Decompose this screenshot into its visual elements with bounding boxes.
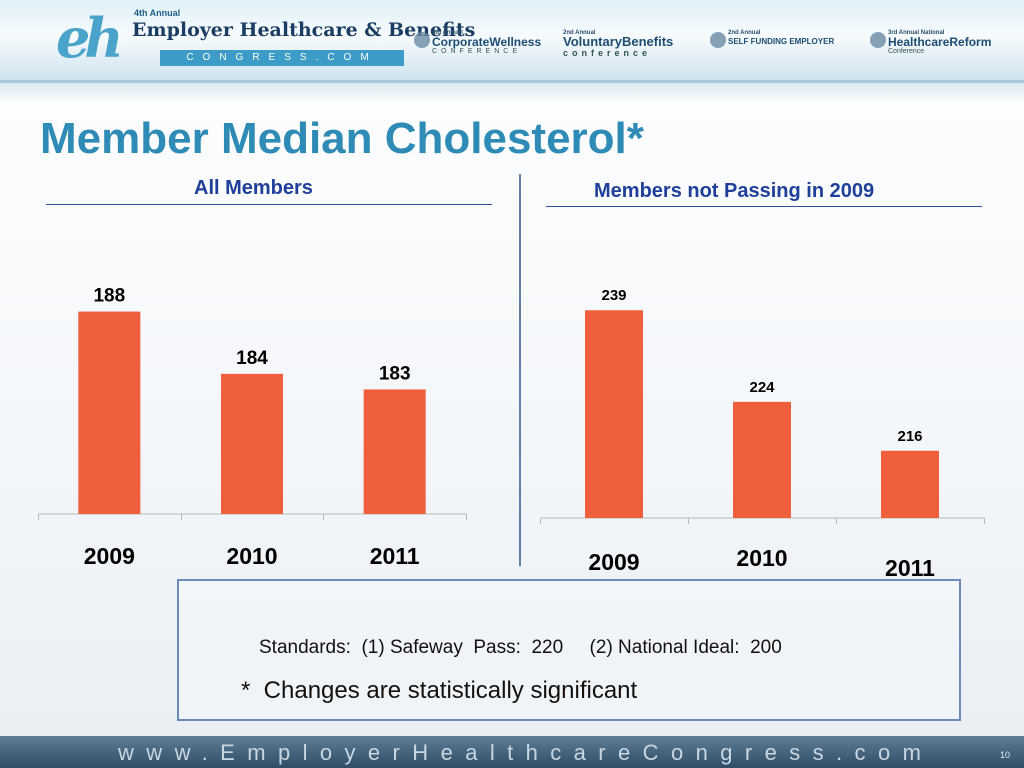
corporate-wellness-icon <box>414 32 430 48</box>
healthcare-reform-tag: Conference <box>888 48 925 55</box>
chart-title-not-passing: Members not Passing in 2009 <box>594 180 875 202</box>
banner-fade <box>0 80 1024 102</box>
bar-2009 <box>585 310 643 518</box>
logo-subtitle: CONGRESS.COM <box>160 50 404 66</box>
bar-2010 <box>221 373 283 514</box>
self-funding-employer-logo: 2nd Annual SELF FUNDING EMPLOYER <box>710 30 835 48</box>
category-label-2011: 2011 <box>885 555 935 581</box>
corporate-wellness-tag: CONFERENCE <box>432 48 522 55</box>
voluntary-benefits-annual: 2nd Annual <box>563 30 596 36</box>
logo-annual-label: 4th Annual <box>134 8 181 18</box>
chart-title-rule-right <box>546 206 982 207</box>
voluntary-benefits-name: VoluntaryBenefits <box>563 34 674 49</box>
healthcare-reform-annual: 3rd Annual National <box>888 30 945 36</box>
page-title: Member Median Cholesterol* <box>40 114 644 163</box>
category-label-2011: 2011 <box>370 543 420 569</box>
congress-logo: eh 4th Annual Employer Healthcare & Bene… <box>56 6 475 72</box>
data-label-2009: 188 <box>93 286 125 307</box>
corporate-wellness-name: CorporateWellness <box>432 35 542 49</box>
standards-text: Standards: (1) Safeway Pass: 220 (2) Nat… <box>259 637 782 658</box>
voluntary-benefits-logo: 2nd Annual VoluntaryBenefits conference <box>563 30 673 58</box>
eh-logo-mark: eh <box>56 6 124 70</box>
data-label-2011: 216 <box>897 428 922 445</box>
healthcare-reform-name: HealthcareReform <box>888 35 992 49</box>
page-number: 10 <box>999 750 1010 760</box>
self-funding-name: SELF FUNDING EMPLOYER <box>728 37 835 46</box>
chart-title-all-members: All Members <box>194 177 313 199</box>
healthcare-reform-logo: 3rd Annual National HealthcareReform Con… <box>870 30 992 55</box>
header-banner: eh 4th Annual Employer Healthcare & Bene… <box>0 0 1024 83</box>
footer-url: www.EmployerHealthcareCongress.com <box>118 740 934 765</box>
data-label-2011: 183 <box>379 363 411 384</box>
bar-2011 <box>363 389 426 514</box>
corporate-wellness-annual: 4th Annual <box>432 30 463 36</box>
data-label-2010: 224 <box>749 379 775 396</box>
chart-divider <box>519 174 521 566</box>
category-label-2009: 2009 <box>84 543 135 569</box>
data-label-2010: 184 <box>236 348 268 369</box>
standards-box: Standards: (1) Safeway Pass: 220 (2) Nat… <box>177 579 961 721</box>
chart-title-rule-left <box>46 204 492 205</box>
significance-note: * Changes are statistically significant <box>241 677 638 704</box>
healthcare-reform-icon <box>870 32 886 48</box>
corporate-wellness-logo: 4th Annual CorporateWellness CONFERENCE <box>414 30 542 55</box>
category-label-2010: 2010 <box>736 545 787 571</box>
bar-2010 <box>733 401 791 518</box>
chart-not-passing-2009: 239 2009 224 2010 216 2011 <box>540 287 985 581</box>
voluntary-benefits-tag: conference <box>563 48 652 58</box>
footer-bar: www.EmployerHealthcareCongress.com 10 <box>0 736 1024 768</box>
self-funding-annual: 2nd Annual <box>728 30 761 36</box>
logo-title: Employer Healthcare & Benefits <box>132 19 476 41</box>
bar-2009 <box>78 311 141 514</box>
category-label-2009: 2009 <box>588 549 639 575</box>
category-label-2010: 2010 <box>226 543 277 569</box>
self-funding-icon <box>710 32 726 48</box>
data-label-2009: 239 <box>601 287 626 304</box>
chart-all-members: 188 2009 184 2010 183 2011 <box>38 286 467 569</box>
bar-2011 <box>881 450 939 518</box>
